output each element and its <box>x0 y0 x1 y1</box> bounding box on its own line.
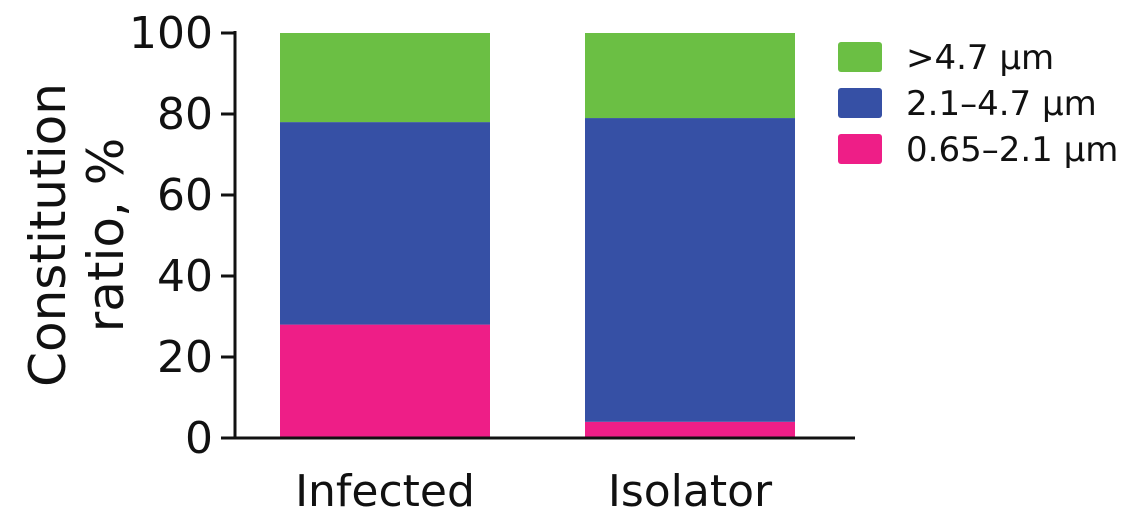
y-tick-label: 80 <box>157 89 213 140</box>
y-axis-title-line-2: ratio, % <box>77 138 135 333</box>
y-tick-label: 0 <box>185 413 213 464</box>
y-tick-label: 40 <box>157 251 213 302</box>
y-tick-label: 60 <box>157 170 213 221</box>
legend-label-1: 2.1–4.7 µm <box>906 84 1097 124</box>
bar-segment-isolator-0 <box>585 421 795 438</box>
y-tick-label: 100 <box>129 8 213 59</box>
legend: >4.7 µm 2.1–4.7 µm 0.65–2.1 µm <box>838 38 1118 170</box>
y-axis-title-line-1: Constitution <box>19 83 77 387</box>
x-axis: Infected Isolator <box>233 436 855 516</box>
x-category-label-infected: Infected <box>295 466 475 516</box>
legend-swatch-2 <box>838 134 882 164</box>
legend-label-0: >4.7 µm <box>906 38 1054 78</box>
legend-swatch-1 <box>838 88 882 118</box>
legend-swatch-0 <box>838 42 882 72</box>
bar-segment-isolator-2 <box>585 33 795 119</box>
bars-group <box>280 33 795 438</box>
y-axis: 0 20 40 60 80 100 <box>129 8 237 464</box>
bar-segment-infected-0 <box>280 324 490 438</box>
legend-label-2: 0.65–2.1 µm <box>906 130 1118 170</box>
bar-segment-isolator-1 <box>585 118 795 422</box>
y-tick-label: 20 <box>157 332 213 383</box>
bar-segment-infected-2 <box>280 33 490 123</box>
x-category-label-isolator: Isolator <box>608 466 773 516</box>
y-axis-title: Constitution ratio, % <box>19 83 135 387</box>
bar-segment-infected-1 <box>280 122 490 325</box>
